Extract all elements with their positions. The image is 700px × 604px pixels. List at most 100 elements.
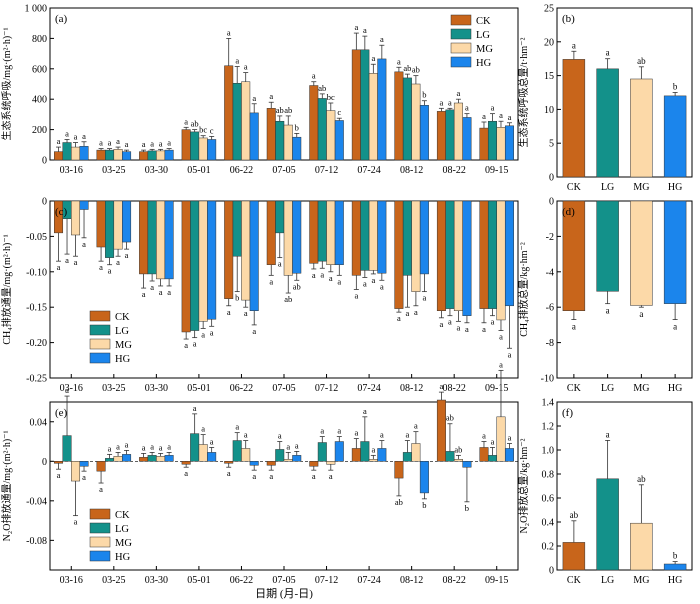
significance-letter: a bbox=[312, 270, 316, 280]
xtick-label: 09-15 bbox=[485, 165, 508, 176]
ytick-label: 600 bbox=[32, 64, 47, 75]
significance-letter: a bbox=[354, 428, 358, 438]
xtick-label: LG bbox=[601, 575, 614, 586]
significance-letter: a bbox=[508, 433, 512, 443]
xtick-label: HG bbox=[668, 383, 682, 394]
ytick-label: -6 bbox=[546, 303, 554, 314]
bar-MG bbox=[198, 137, 208, 161]
panel-label: (b) bbox=[562, 13, 575, 25]
significance-letter: a bbox=[440, 97, 444, 107]
significance-letter: a bbox=[380, 281, 384, 291]
bar-HG bbox=[122, 454, 132, 462]
ytick-label: 0.8 bbox=[542, 470, 555, 481]
significance-letter: ab bbox=[293, 281, 301, 291]
bar-LG bbox=[105, 458, 115, 462]
significance-letter: a bbox=[465, 103, 469, 113]
significance-letter: a bbox=[150, 441, 154, 451]
bar-CK bbox=[139, 200, 149, 275]
significance-letter: a bbox=[312, 471, 316, 481]
y-axis-title: 生态系统呼吸总量/t·hm⁻² bbox=[517, 38, 530, 148]
ytick-label: 5 bbox=[549, 139, 554, 150]
bar-HG bbox=[663, 563, 687, 571]
bar-MG bbox=[368, 73, 378, 161]
xtick-label: 08-22 bbox=[443, 575, 466, 586]
ytick-label: -10 bbox=[541, 374, 554, 385]
significance-letter: a bbox=[159, 138, 163, 148]
bar-CK bbox=[436, 399, 446, 462]
significance-letter: a bbox=[482, 431, 486, 441]
bar-MG bbox=[198, 444, 208, 462]
ytick-label: 0.04 bbox=[30, 417, 48, 428]
bar-LG bbox=[147, 150, 157, 161]
legend-swatch-HG bbox=[89, 550, 111, 562]
xtick-label: 03-30 bbox=[145, 165, 168, 176]
significance-letter: a bbox=[201, 424, 205, 434]
significance-letter: a bbox=[606, 306, 610, 316]
bar-LG bbox=[62, 142, 72, 161]
legend-a: CK LG MG HG bbox=[450, 14, 493, 69]
legend-swatch-CK bbox=[450, 14, 472, 26]
ytick-label: -4 bbox=[546, 267, 554, 278]
legend-label-LG: LG bbox=[115, 524, 129, 535]
bar-HG bbox=[164, 455, 174, 462]
bar-HG bbox=[334, 200, 344, 265]
ytick-label: 0 bbox=[42, 156, 47, 167]
legend-swatch-CK bbox=[89, 508, 111, 520]
significance-letter: a bbox=[210, 327, 214, 337]
significance-letter: a bbox=[82, 472, 86, 482]
xtick-label: 03-25 bbox=[102, 165, 125, 176]
bar-MG bbox=[71, 200, 81, 236]
bar-LG bbox=[596, 200, 619, 292]
significance-letter: a bbox=[167, 441, 171, 451]
significance-letter: a bbox=[150, 138, 154, 148]
xtick-label: 09-15 bbox=[485, 575, 508, 586]
bar-LG bbox=[445, 200, 455, 309]
xtick-label: 08-12 bbox=[400, 383, 423, 394]
significance-letter: a bbox=[252, 93, 256, 103]
significance-letter: a bbox=[269, 276, 273, 286]
significance-letter: a bbox=[572, 322, 576, 332]
xtick-label: 05-01 bbox=[187, 383, 210, 394]
significance-letter: ab bbox=[570, 510, 579, 520]
legend-label-LG: LG bbox=[115, 326, 129, 337]
significance-letter: a bbox=[397, 313, 401, 323]
bar-HG bbox=[377, 58, 387, 161]
bar-HG bbox=[292, 136, 302, 161]
significance-letter: a bbox=[286, 441, 290, 451]
bar-CK bbox=[394, 461, 404, 479]
bar-HG bbox=[164, 200, 174, 280]
xtick-label: 03-25 bbox=[102, 575, 125, 586]
xtick-label: 07-24 bbox=[357, 575, 380, 586]
significance-letter: a bbox=[116, 441, 120, 451]
bar-MG bbox=[326, 200, 336, 265]
bar-MG bbox=[156, 456, 166, 462]
ytick-label: 20 bbox=[544, 37, 554, 48]
significance-letter: b bbox=[465, 503, 469, 513]
significance-letter: a bbox=[227, 468, 231, 478]
bar-MG bbox=[326, 461, 336, 465]
bar-HG bbox=[249, 200, 259, 311]
legend-swatch-LG bbox=[450, 28, 472, 40]
panel-label: (f) bbox=[562, 407, 573, 419]
bar-CK bbox=[54, 151, 64, 161]
bar-HG bbox=[504, 200, 514, 307]
y-axis-title: N₂O排放通量/mg·(m²·h)⁻¹ bbox=[0, 431, 13, 542]
ytick-label: -2 bbox=[546, 232, 554, 243]
significance-letter: a bbox=[380, 430, 384, 440]
panel-label: (a) bbox=[55, 13, 68, 25]
xtick-label: 06-22 bbox=[230, 165, 253, 176]
ytick-label: 0 bbox=[549, 566, 554, 577]
ytick-label: 0.2 bbox=[542, 542, 555, 553]
y-axis-title: CH₄排放总量/kg·hm⁻² bbox=[517, 242, 530, 337]
bar-LG bbox=[445, 451, 455, 462]
xtick-label: CK bbox=[567, 383, 582, 394]
ytick-label: 1.0 bbox=[542, 446, 555, 457]
significance-letter: a bbox=[244, 62, 248, 72]
significance-letter: a bbox=[99, 138, 103, 148]
significance-letter: a bbox=[448, 97, 452, 107]
bar-MG bbox=[368, 200, 378, 271]
ytick-label: -8 bbox=[546, 338, 554, 349]
significance-letter: a bbox=[159, 442, 163, 452]
significance-letter: a bbox=[252, 326, 256, 336]
significance-letter: b bbox=[673, 551, 678, 561]
